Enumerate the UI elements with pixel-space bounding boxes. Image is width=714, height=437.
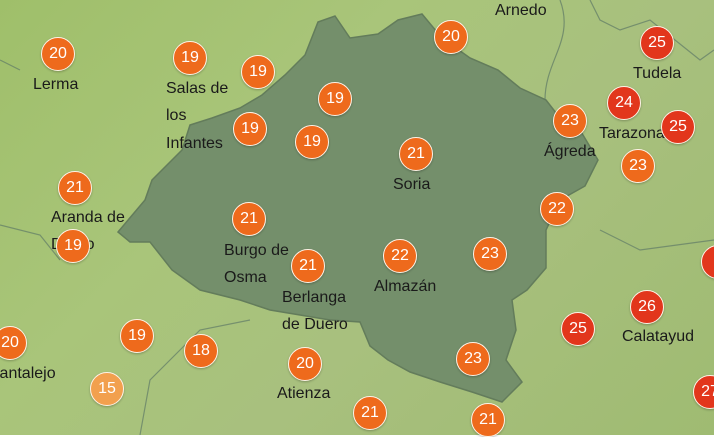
temperature-marker[interactable]: 24 [607, 86, 641, 120]
temperature-marker[interactable]: 19 [295, 125, 329, 159]
temperature-marker[interactable]: 23 [553, 104, 587, 138]
place-label: Arnedo [495, 2, 547, 19]
temperature-marker[interactable]: 19 [318, 82, 352, 116]
temperature-marker[interactable]: 15 [90, 372, 124, 406]
temperature-marker[interactable]: 23 [621, 149, 655, 183]
place-label: Almazán [374, 278, 437, 295]
place-label: de Duero [282, 316, 348, 333]
place-label: Lerma [33, 76, 79, 93]
temperature-marker[interactable]: 20 [0, 326, 27, 360]
temperature-marker[interactable]: 27 [693, 375, 714, 409]
temperature-marker[interactable]: 20 [288, 347, 322, 381]
temperature-marker[interactable]: 25 [640, 26, 674, 60]
temperature-marker[interactable]: 21 [58, 171, 92, 205]
temperature-marker[interactable]: 21 [232, 202, 266, 236]
place-label: Atienza [277, 385, 331, 402]
place-label: Salas de [166, 80, 229, 97]
temperature-marker[interactable]: 21 [471, 403, 505, 437]
temperature-marker[interactable]: 20 [434, 20, 468, 54]
temperature-marker[interactable]: 23 [456, 342, 490, 376]
temperature-marker[interactable]: 19 [56, 229, 90, 263]
place-label: Tudela [633, 65, 682, 82]
place-label: Cantalejo [0, 365, 56, 382]
temperature-marker[interactable]: 19 [241, 55, 275, 89]
temperature-marker[interactable]: 19 [233, 112, 267, 146]
place-label: Burgo de [224, 242, 289, 259]
temperature-marker[interactable]: 22 [383, 239, 417, 273]
place-label: Tarazona [599, 125, 665, 142]
temperature-marker[interactable]: 25 [561, 312, 595, 346]
place-label: Osma [224, 269, 267, 286]
place-label: Berlanga [282, 289, 347, 306]
temperature-marker[interactable]: 18 [184, 334, 218, 368]
temperature-marker[interactable]: 21 [291, 249, 325, 283]
temperature-marker[interactable]: 21 [399, 137, 433, 171]
place-label: Soria [393, 176, 431, 193]
temperature-marker[interactable]: 22 [540, 192, 574, 226]
place-label: Aranda de [51, 209, 125, 226]
temperature-marker[interactable]: 25 [661, 110, 695, 144]
temperature-marker[interactable]: 23 [473, 237, 507, 271]
temperature-marker[interactable]: 19 [120, 319, 154, 353]
soria-province-region[interactable] [116, 13, 599, 403]
place-label: los [166, 107, 187, 124]
temperature-marker[interactable]: 19 [173, 41, 207, 75]
place-label: Ágreda [544, 143, 596, 160]
temperature-marker[interactable]: 20 [41, 37, 75, 71]
temperature-marker[interactable]: 21 [353, 396, 387, 430]
place-label: Calatayud [622, 328, 695, 345]
place-label: Infantes [166, 135, 223, 152]
temperature-marker[interactable]: 26 [630, 290, 664, 324]
